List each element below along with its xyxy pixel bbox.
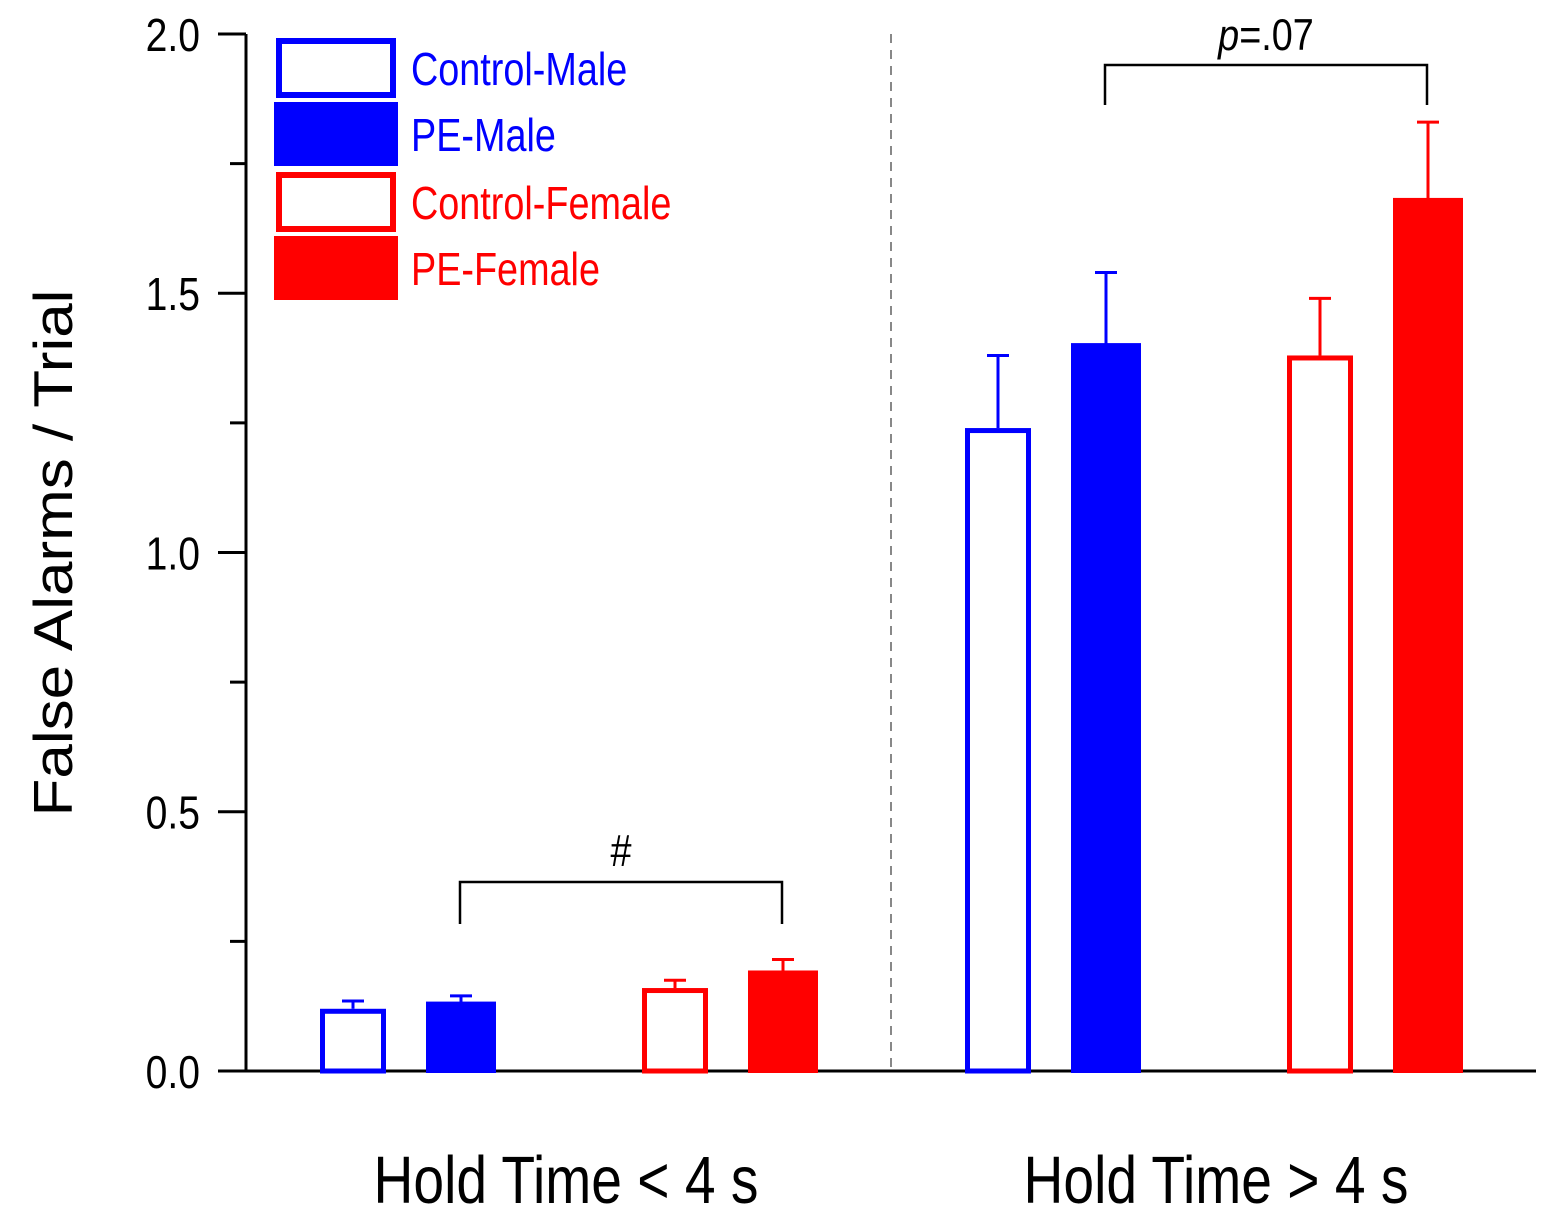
legend-label: Control-Female — [411, 177, 671, 228]
x-category-label: Hold Time > 4 s — [1024, 1143, 1409, 1211]
legend-swatch — [276, 38, 396, 98]
legend-swatch — [274, 236, 398, 300]
significance-label-italic: p — [1216, 10, 1239, 59]
bar — [748, 970, 818, 1073]
bar — [1071, 343, 1141, 1074]
bar — [1393, 197, 1463, 1074]
significance-bracket — [1103, 63, 1429, 105]
legend-label: PE-Male — [411, 109, 556, 160]
legend: Control-Male PE-Male Control-Female PE-Fema… — [274, 38, 671, 300]
y-axis-title: False Alarms / Trial — [23, 290, 84, 817]
y-tick-label: 1.0 — [146, 529, 200, 581]
x-category-label: Hold Time < 4 s — [374, 1143, 759, 1211]
legend-swatch — [276, 172, 396, 232]
bar — [965, 428, 1031, 1074]
significance-bracket — [458, 880, 784, 924]
y-tick-label: 1.5 — [146, 269, 200, 321]
legend-label: PE-Female — [411, 243, 600, 294]
bars — [320, 120, 1463, 1074]
significance-label-value: =.07 — [1239, 10, 1314, 59]
y-tick-label: 0.0 — [146, 1047, 200, 1099]
legend-swatch — [274, 102, 398, 166]
significance-label: p=.07 — [1216, 10, 1313, 59]
bar — [642, 988, 708, 1074]
significance-label: # — [610, 826, 631, 875]
bar — [320, 1008, 386, 1074]
y-tick-label: 2.0 — [146, 10, 200, 62]
axes: 0.0 0.5 1.0 1.5 2.0 False Alarms / Trial Hold … — [23, 10, 1536, 1211]
bar — [426, 1001, 496, 1073]
y-tick-label: 0.5 — [146, 788, 200, 840]
legend-label: Control-Male — [411, 43, 627, 94]
bar — [1287, 355, 1353, 1074]
annotations: # p=.07 — [458, 10, 1429, 924]
